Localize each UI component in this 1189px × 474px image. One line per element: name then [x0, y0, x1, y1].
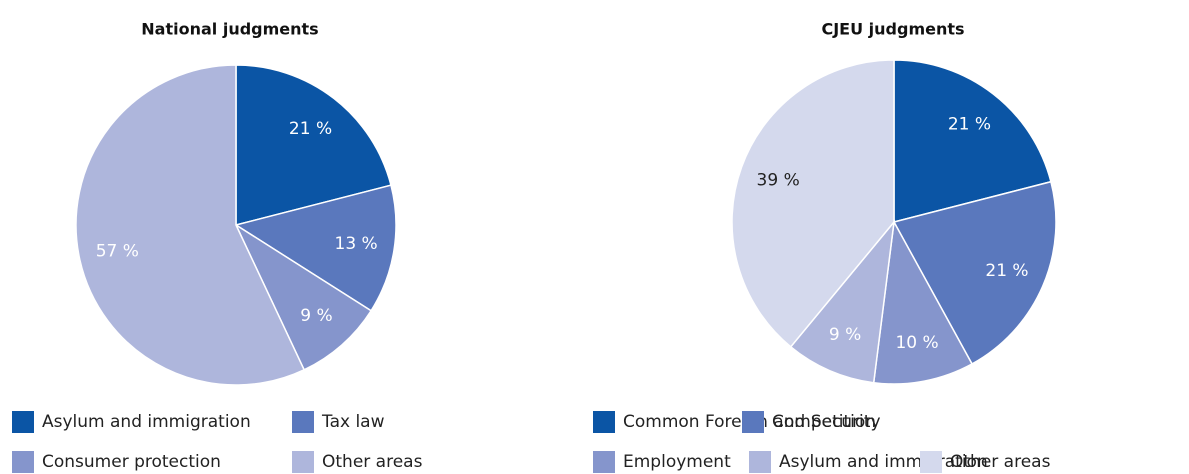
legend-label: Competition [772, 412, 876, 432]
chart-title: CJEU judgments [821, 20, 964, 39]
legend-label: Consumer protection [42, 452, 221, 472]
chart-title: National judgments [141, 20, 318, 39]
legend-swatch [292, 451, 314, 473]
legend-swatch [742, 411, 764, 433]
legend-swatch [12, 451, 34, 473]
data-label: 21 % [289, 119, 332, 139]
legend-swatch [920, 451, 942, 473]
data-label: 21 % [948, 115, 991, 135]
data-label: 21 % [985, 261, 1028, 281]
legend-label: Tax law [321, 412, 385, 432]
data-label: 10 % [895, 333, 938, 353]
legend-swatch [749, 451, 771, 473]
legend-swatch [593, 411, 615, 433]
legend-swatch [593, 451, 615, 473]
data-label: 9 % [300, 306, 332, 326]
data-label: 13 % [335, 234, 378, 254]
data-label: 9 % [829, 325, 861, 345]
legend-label: Employment [623, 452, 731, 472]
pie-slice [789, 219, 896, 384]
legend-label: Other areas [950, 452, 1051, 472]
data-label: 57 % [96, 242, 139, 262]
legend-label: Asylum and immigration [42, 412, 251, 432]
pie-slice [235, 64, 392, 226]
pie-slice [75, 64, 306, 386]
legend-label: Other areas [322, 452, 423, 472]
legend-swatch [292, 411, 314, 433]
pie-slice [234, 222, 373, 371]
legend-swatch [12, 411, 34, 433]
pie-slice [234, 184, 397, 312]
pie-slice [892, 180, 1057, 365]
pie-slice [872, 219, 974, 385]
data-label: 39 % [757, 170, 800, 190]
pie-slice [893, 59, 1052, 223]
pie-slice [731, 59, 895, 348]
